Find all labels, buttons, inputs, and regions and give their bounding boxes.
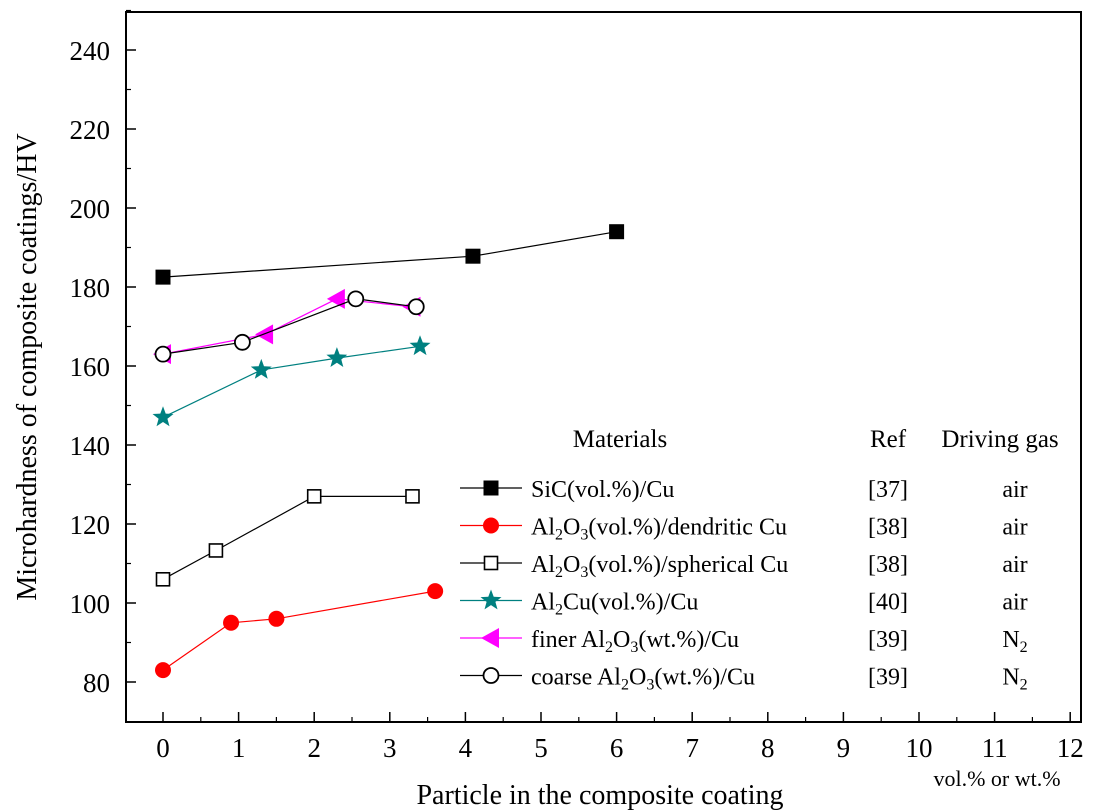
data-point (268, 610, 285, 627)
data-point (326, 347, 348, 367)
series-line (162, 298, 417, 355)
data-point (155, 662, 171, 679)
legend-label: Al2O3(vol.%)/dendritic Cu (531, 515, 787, 544)
data-point (223, 614, 240, 631)
data-point (326, 288, 345, 309)
legend-label: coarse Al2O3(wt.%)/Cu (531, 665, 755, 694)
y-tick-label: 80 (83, 668, 110, 698)
x-tick-label: 3 (383, 733, 397, 763)
series-line (162, 590, 436, 671)
data-point (347, 290, 365, 308)
legend-marker (480, 589, 502, 610)
series-4 (153, 288, 421, 365)
legend-ref: [40] (868, 590, 908, 616)
plot-frame (125, 11, 1082, 723)
legend-header-gas: Driving gas (941, 426, 1058, 453)
legend-item: coarse Al2O3(wt.%)/Cu [39] N2 (460, 665, 1028, 694)
data-point (465, 248, 481, 264)
legend-item: SiC(vol.%)/Cu [37] air (460, 477, 1028, 503)
x-axis-unit: vol.% or wt.% (933, 766, 1060, 791)
y-tick-label: 160 (70, 352, 111, 382)
legend-header-ref: Ref (870, 426, 907, 453)
legend-ref: [38] (868, 552, 908, 578)
legend-label: Al2O3(vol.%)/spherical Cu (531, 552, 788, 581)
series-line (162, 345, 421, 418)
series-5 (154, 290, 425, 363)
y-tick-label: 120 (70, 510, 111, 540)
legend-ref: [39] (868, 627, 908, 653)
legend-header-materials: Materials (573, 426, 667, 453)
legend-marker (483, 555, 499, 571)
legend-marker (482, 667, 500, 684)
x-tick-label: 0 (156, 733, 170, 763)
series-line (162, 298, 413, 355)
legend-item: finer Al2O3(wt.%)/Cu [39] N2 (460, 627, 1028, 656)
legend-label: SiC(vol.%)/Cu (531, 477, 674, 503)
legend-gas: air (1002, 515, 1027, 541)
legend-ref: [39] (868, 665, 908, 691)
axis-ticks: 0 1 2 3 4 5 6 7 8 9 10 11 12801001201401601802002202… (70, 9, 1084, 763)
data-point (155, 571, 171, 587)
series-2 (155, 489, 420, 587)
legend-gas: air (1002, 552, 1027, 578)
legend-gas: air (1002, 477, 1027, 503)
y-tick-label: 140 (70, 431, 111, 461)
data-point (409, 335, 431, 356)
y-axis-title: Microhardness of composite coatings/HV (12, 133, 43, 600)
x-tick-label: 4 (459, 733, 473, 763)
legend-item: Al2O3(vol.%)/dendritic Cu [38] air (460, 515, 1028, 544)
legend: Materials Ref Driving gas SiC(vol.%)/Cu [37]… (460, 426, 1059, 694)
legend-gas: N2 (1002, 627, 1027, 656)
x-tick-label: 6 (610, 733, 624, 763)
data-point (609, 224, 625, 240)
data-point (407, 298, 425, 316)
x-axis-title: Particle in the composite coating (416, 780, 783, 810)
legend-item: Al2O3(vol.%)/spherical Cu [38] air (460, 552, 1028, 581)
legend-ref: [38] (868, 515, 908, 541)
y-tick-label: 180 (70, 273, 111, 303)
x-tick-label: 5 (534, 733, 548, 763)
legend-label: finer Al2O3(wt.%)/Cu (531, 627, 739, 656)
data-point (405, 489, 420, 504)
x-tick-label: 10 (906, 733, 933, 763)
series-3 (152, 335, 431, 427)
x-tick-label: 7 (685, 733, 699, 763)
y-tick-label: 220 (70, 115, 111, 145)
x-tick-label: 8 (761, 733, 775, 763)
data-point (155, 269, 171, 285)
legend-ref: [37] (868, 477, 908, 503)
series-line (162, 231, 617, 278)
legend-label: Al2Cu(vol.%)/Cu (531, 590, 698, 619)
x-tick-label: 11 (982, 733, 1008, 763)
series-0 (155, 224, 625, 285)
data-point (154, 345, 172, 363)
legend-gas: N2 (1002, 665, 1027, 694)
series-line (162, 495, 413, 580)
y-tick-label: 100 (70, 589, 111, 619)
data-point (152, 406, 174, 427)
legend-gas: air (1002, 590, 1027, 616)
legend-item: Al2Cu(vol.%)/Cu [40] air (460, 589, 1028, 619)
x-tick-label: 2 (307, 733, 321, 763)
data-point (427, 583, 444, 600)
series-layer (152, 224, 625, 679)
x-tick-label: 9 (837, 733, 851, 763)
data-point (250, 358, 272, 379)
legend-marker (483, 517, 499, 534)
x-tick-label: 1 (232, 733, 246, 763)
legend-marker (481, 628, 499, 648)
data-point (306, 489, 322, 504)
data-point (208, 543, 224, 558)
x-tick-label: 12 (1057, 733, 1084, 763)
y-tick-label: 200 (70, 194, 111, 224)
legend-marker (483, 480, 499, 496)
y-tick-label: 240 (70, 36, 111, 66)
series-1 (155, 583, 444, 679)
data-point (233, 333, 251, 351)
